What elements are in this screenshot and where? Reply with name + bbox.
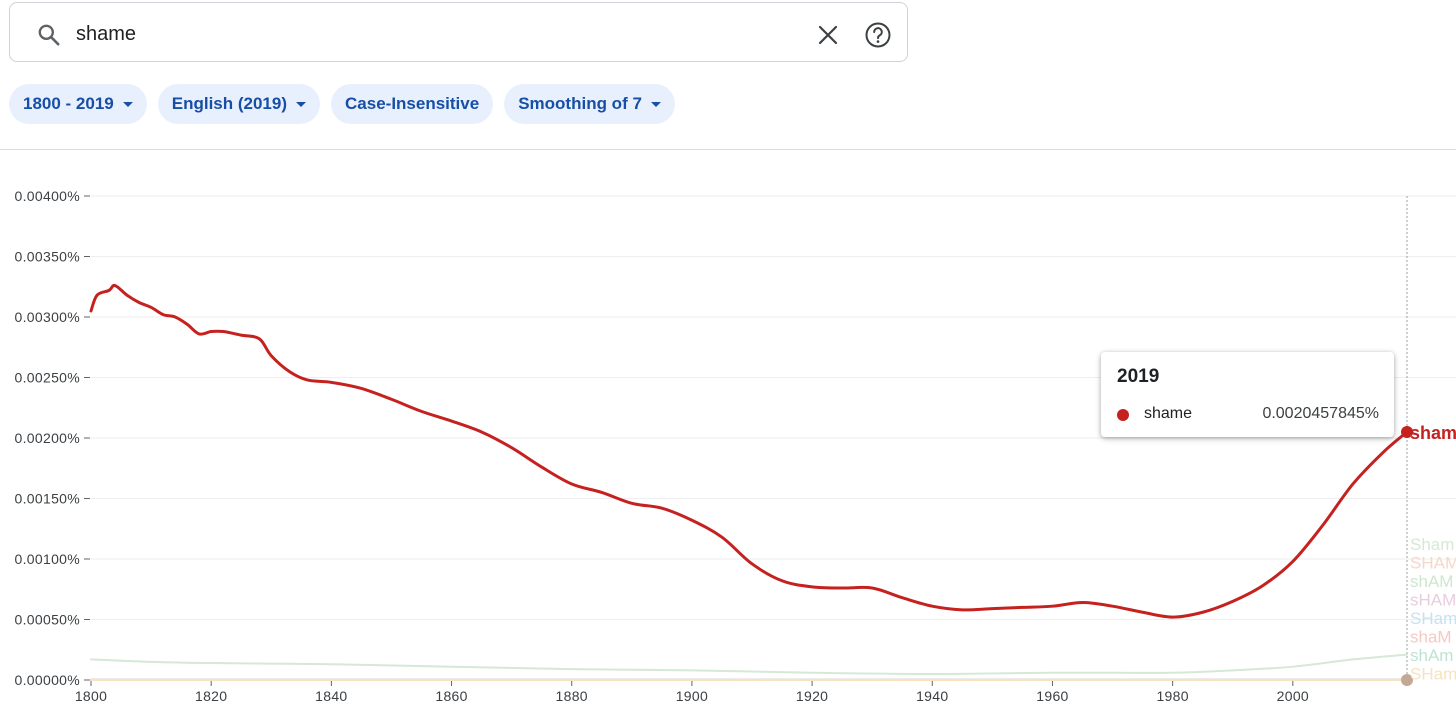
x-tick-label: 2000: [1277, 688, 1309, 704]
year-range-chip[interactable]: 1800 - 2019: [9, 84, 147, 124]
corpus-chip-label: English (2019): [171, 94, 288, 113]
x-tick-label: 1800: [75, 688, 107, 704]
hover-tooltip: 2019 shame 0.0020457845%: [1101, 352, 1394, 437]
series-end-label: SHam: [1410, 665, 1456, 684]
y-tick-label: 0.00400%: [15, 188, 80, 204]
x-tick-label: 1940: [916, 688, 948, 704]
smoothing-chip-label: Smoothing of 7: [518, 94, 642, 113]
x-tick-label: 1960: [1036, 688, 1068, 704]
search-icon: [38, 24, 60, 46]
y-tick-label: 0.00100%: [15, 551, 80, 567]
help-icon[interactable]: [864, 21, 892, 49]
series-end-dot: [1401, 425, 1413, 438]
y-tick-label: 0.00200%: [15, 430, 80, 446]
x-tick-label: 1980: [1156, 688, 1188, 704]
series-end-label: sham: [1410, 423, 1456, 443]
case-insensitive-chip[interactable]: Case-Insensitive: [331, 84, 494, 124]
tooltip-series-dot: [1117, 409, 1129, 421]
series-end-label: sHAM: [1410, 591, 1456, 610]
close-icon[interactable]: [816, 23, 840, 47]
tooltip-year: 2019: [1117, 366, 1160, 387]
caret-down-icon: [122, 101, 133, 107]
tooltip-series-name: shame: [1144, 405, 1193, 422]
series-line-shame: [90, 653, 1408, 675]
caret-down-icon: [650, 101, 661, 107]
filter-chips: 1800 - 2019 English (2019) Case-Insensit…: [9, 84, 675, 124]
series-line-shame: [89, 283, 1409, 619]
series-end-label: SHAM: [1410, 554, 1456, 573]
search-input[interactable]: [74, 15, 778, 53]
tooltip-series-value: 0.0020457845%: [1262, 405, 1379, 422]
series-end-label: shAM: [1410, 572, 1453, 591]
x-tick-label: 1900: [676, 688, 708, 704]
y-tick-label: 0.00150%: [15, 491, 80, 507]
caret-down-icon: [296, 101, 307, 107]
x-tick-label: 1860: [435, 688, 467, 704]
series-end-label: SHam: [1410, 609, 1456, 628]
y-tick-label: 0.00350%: [15, 249, 80, 265]
y-tick-label: 0.00050%: [15, 612, 80, 628]
x-tick-label: 1820: [195, 688, 227, 704]
series-layer: [89, 283, 1413, 686]
corpus-chip[interactable]: English (2019): [157, 84, 321, 124]
smoothing-chip[interactable]: Smoothing of 7: [504, 84, 675, 124]
year-range-chip-label: 1800 - 2019: [23, 94, 114, 113]
series-end-label: shAm: [1410, 646, 1453, 665]
y-tick-label: 0.00250%: [15, 370, 80, 386]
search-box: [9, 2, 908, 62]
series-end-label: shaM: [1410, 628, 1452, 647]
grid-layer: [91, 195, 1456, 680]
baseline-end-dot: [1401, 674, 1413, 686]
divider: [0, 149, 1456, 150]
case-insensitive-chip-label: Case-Insensitive: [345, 94, 480, 113]
x-tick-label: 1920: [796, 688, 828, 704]
y-tick-label: 0.00000%: [15, 672, 80, 688]
ngram-chart: 0.00000% 0.00050% 0.00100% 0.00150% 0.00200%…: [15, 188, 1456, 704]
series-end-label: Sham: [1410, 535, 1454, 554]
y-tick-label: 0.00300%: [15, 309, 80, 325]
x-tick-label: 1840: [315, 688, 347, 704]
x-tick-label: 1880: [556, 688, 588, 704]
axis-layer: 0.00000% 0.00050% 0.00100% 0.00150% 0.00200%…: [15, 188, 1407, 704]
